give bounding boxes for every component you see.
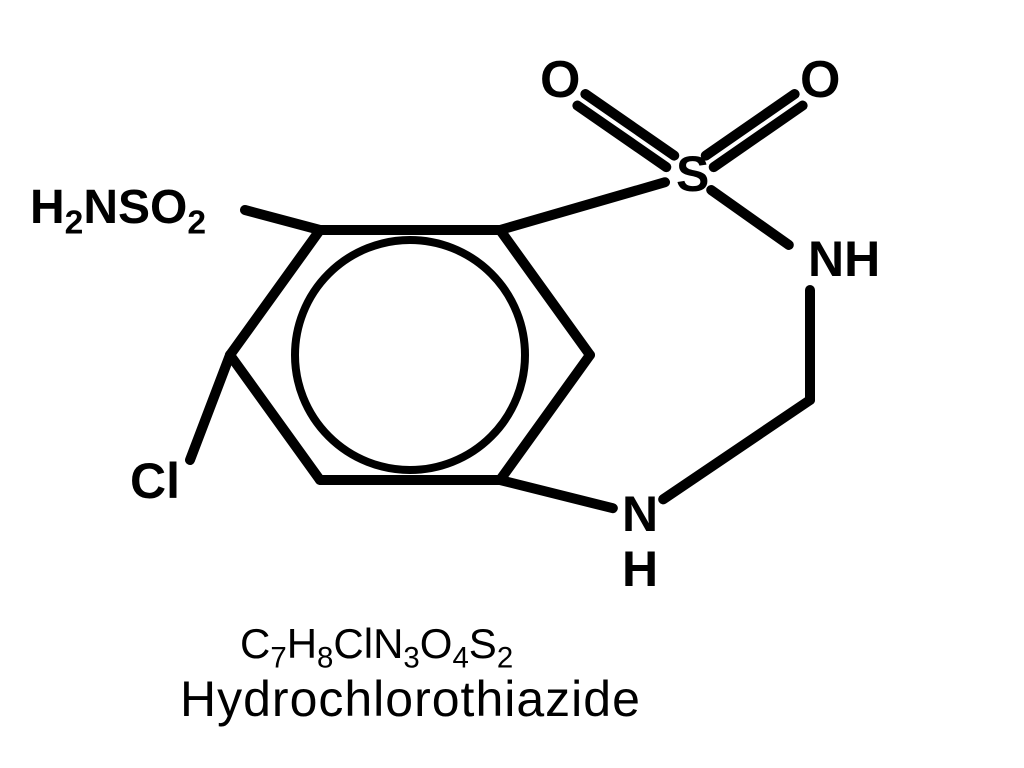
oxygen-right-label: O — [800, 50, 840, 110]
molecular-formula: C7H8ClN3O4S2 — [240, 620, 513, 675]
chlorine-label: Cl — [130, 452, 180, 510]
hydrogen-bottom-label: H — [622, 540, 658, 598]
compound-name: Hydrochlorothiazide — [180, 670, 641, 728]
oxygen-left-label: O — [540, 50, 580, 110]
nh-label: NH — [808, 230, 880, 288]
sulfonamide-label: H2NSO2 — [30, 180, 206, 243]
sulfur-label: S — [676, 145, 709, 203]
nitrogen-bottom-label: N — [622, 485, 658, 543]
chemical-structure-diagram: H2NSO2 Cl S O O NH N H C7H8ClN3O4S2 Hydr… — [0, 0, 1024, 768]
